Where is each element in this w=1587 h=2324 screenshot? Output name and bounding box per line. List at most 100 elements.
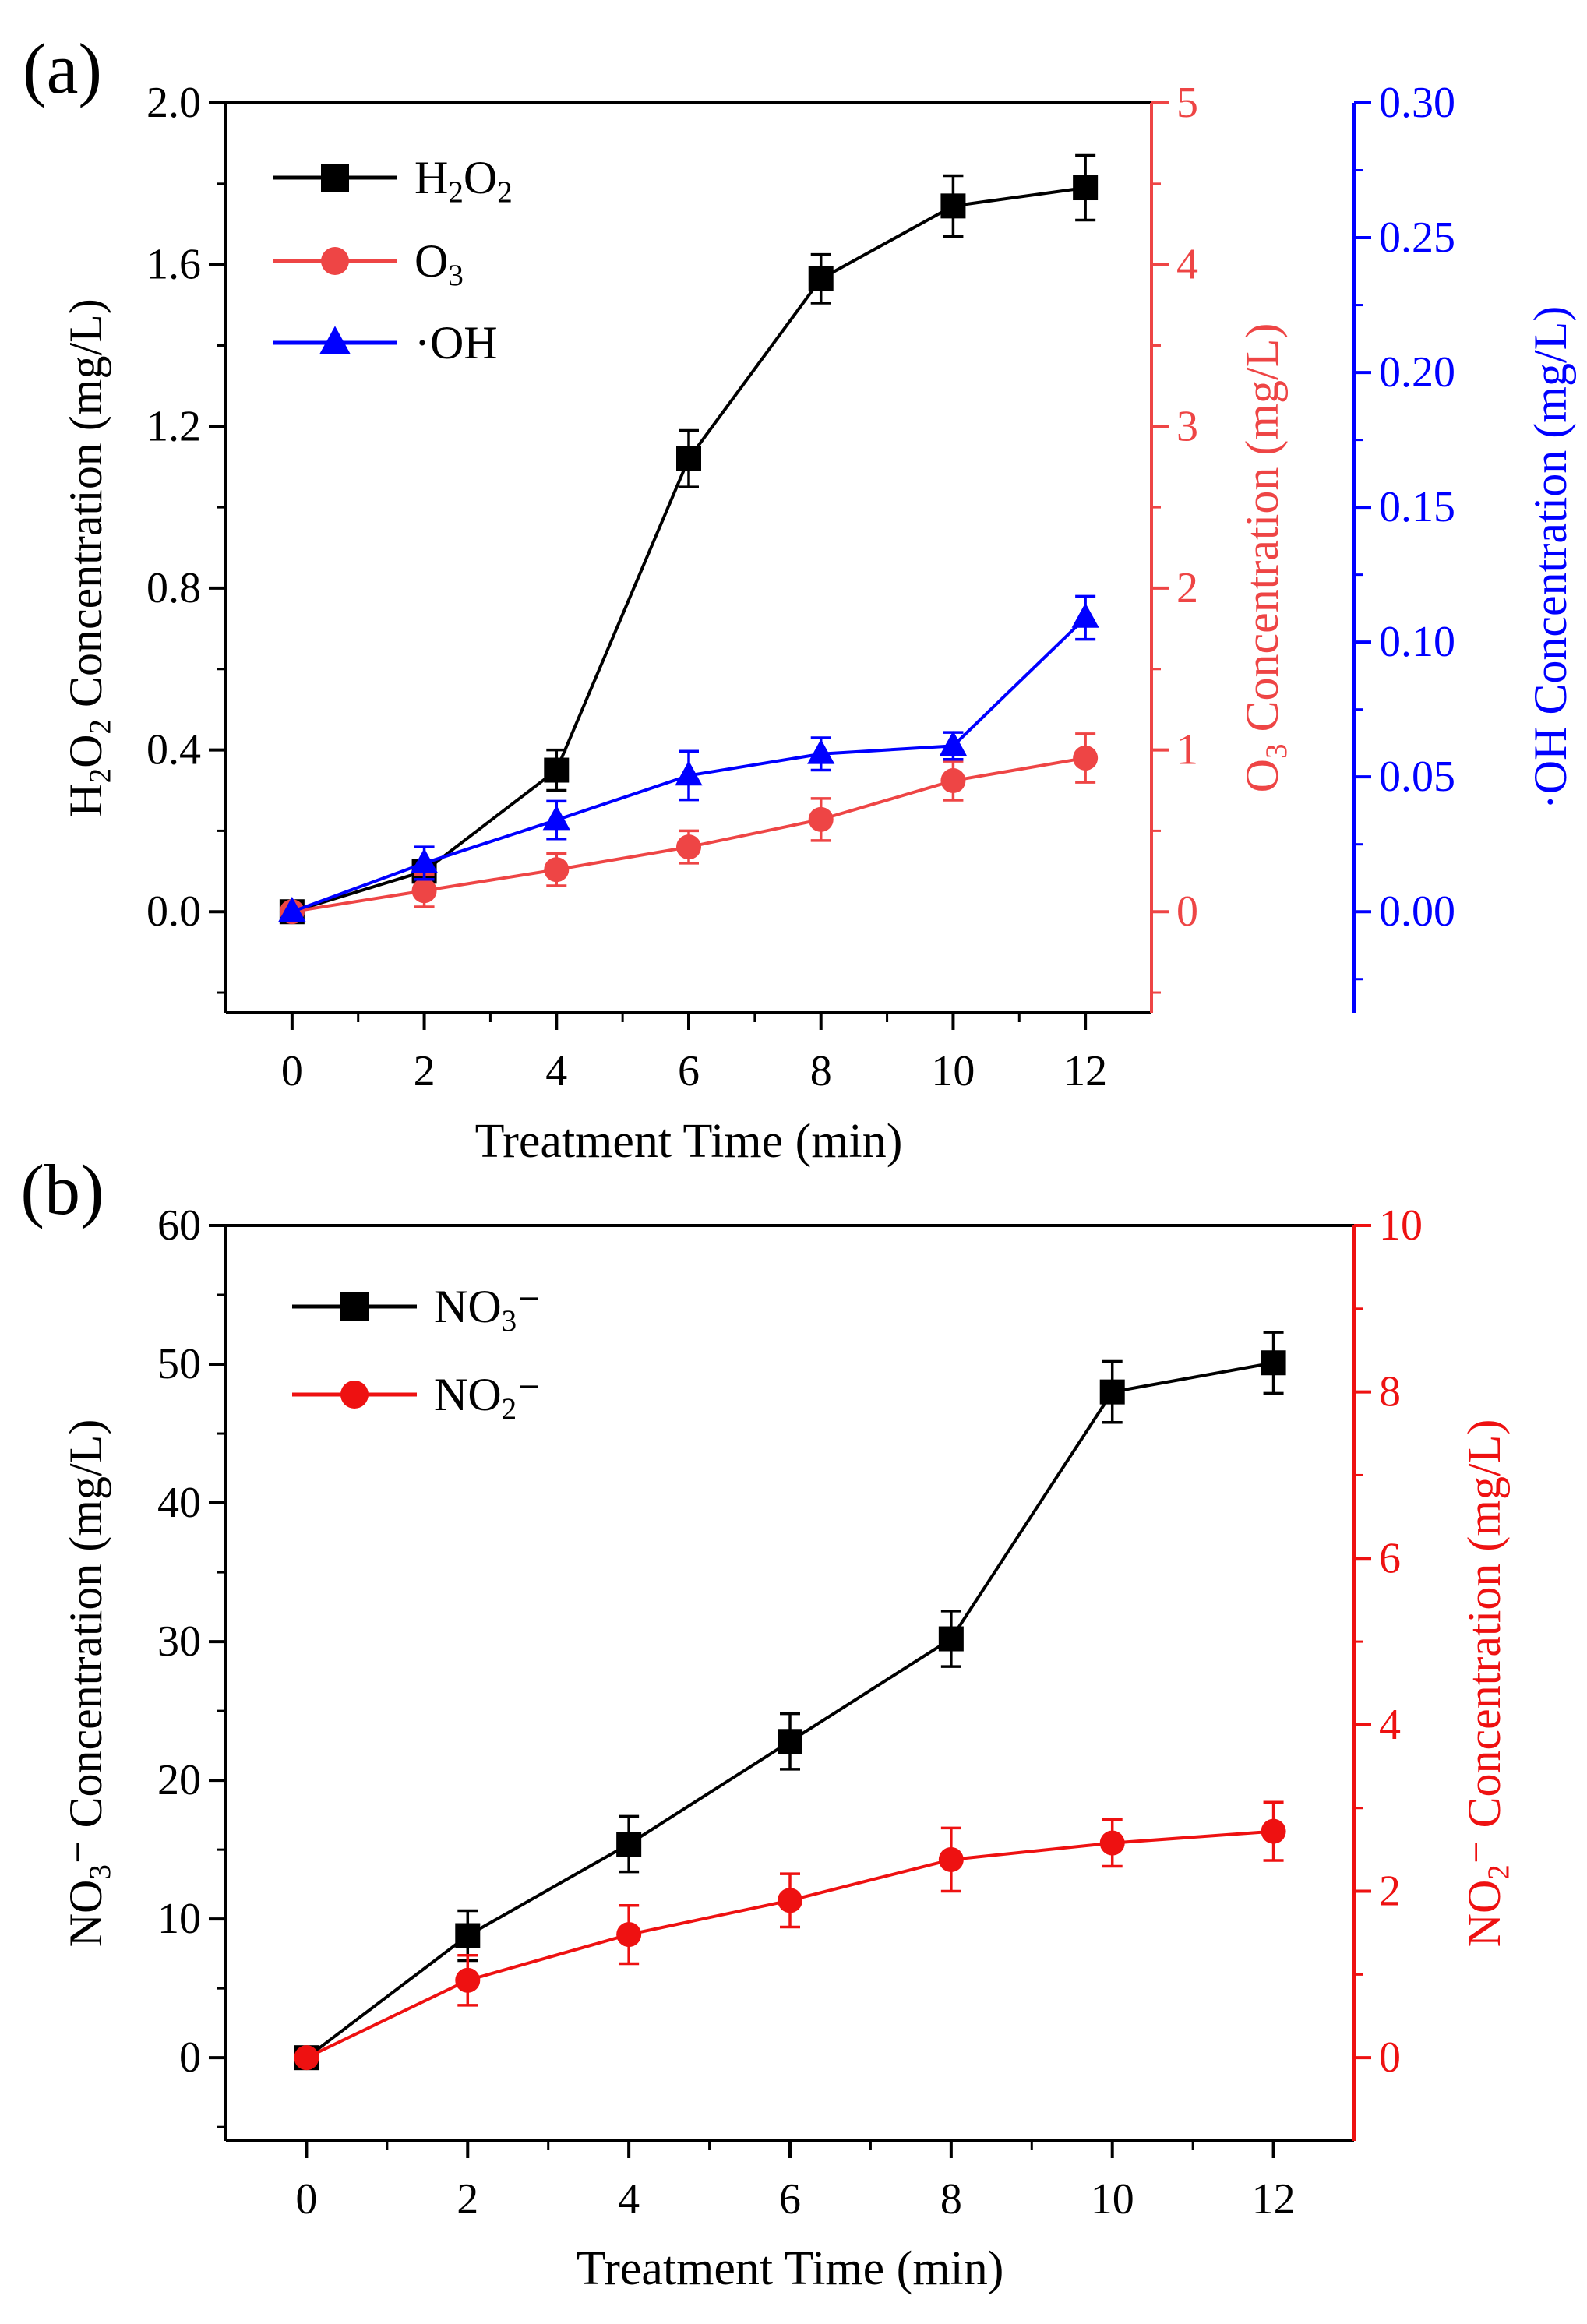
legend-label: ·OH [414, 317, 498, 369]
data-point [675, 760, 703, 786]
data-point [938, 1846, 964, 1872]
series-·OH [278, 594, 1099, 922]
x-tick-label: 0 [281, 1047, 303, 1095]
data-point [1073, 745, 1099, 771]
x-tick-label: 12 [1063, 1047, 1107, 1095]
data-point [410, 848, 439, 873]
data-point [544, 757, 570, 783]
label-part: ⁻ [517, 1281, 541, 1332]
y-tick-label-right1: 2 [1176, 564, 1198, 612]
y-tick-label-left: 1.6 [146, 241, 201, 289]
data-point [616, 1832, 642, 1857]
legend-item: NO3⁻ [292, 1281, 541, 1338]
label-part: ·OH Concentration (mg/L) [1525, 306, 1576, 810]
data-point [1099, 1379, 1125, 1405]
label-part: ⁻ Concentration (mg/L) [60, 1419, 111, 1865]
y-tick-label-right2: 0.20 [1379, 348, 1455, 397]
data-point [1073, 175, 1099, 201]
series-line [305, 1361, 1274, 2059]
y-tick-label-left: 10 [157, 1895, 201, 1943]
y-tick-label-right2: 0.30 [1379, 79, 1455, 127]
legend-item: ·OH [273, 317, 498, 369]
y-tick-label-left: 1.2 [146, 402, 201, 450]
data-point [778, 1888, 802, 1913]
label-part: Concentration (mg/L) [60, 298, 111, 719]
panel-label: (b) [20, 1150, 104, 1229]
data-point [278, 897, 306, 922]
x-axis-title: Treatment Time (min) [475, 1115, 903, 1168]
y-tick-label-right1: 8 [1379, 1368, 1401, 1416]
y-tick-label-right1: 3 [1176, 402, 1198, 450]
label-part: ⁻ Concentration (mg/L) [1458, 1419, 1510, 1865]
data-point [542, 805, 570, 831]
y-tick-label-right1: 10 [1379, 1201, 1423, 1250]
series-NO2⁻ [294, 1800, 1286, 2071]
label-part: NO [434, 1369, 502, 1420]
data-point [1261, 1818, 1286, 1844]
x-tick-label: 8 [940, 2175, 962, 2223]
data-point [455, 1967, 481, 1993]
y-tick-label-right2: 0.00 [1379, 887, 1455, 936]
series-H2O2 [279, 153, 1099, 925]
legend-item: NO2⁻ [292, 1369, 541, 1426]
data-point [807, 739, 835, 764]
y-tick-label-left: 2.0 [146, 79, 201, 127]
legend-item: H2O2 [273, 152, 513, 209]
series-NO3⁻ [294, 1331, 1286, 2071]
data-point [940, 193, 966, 219]
label-part: ·OH [414, 317, 498, 369]
panel-label: (a) [23, 29, 102, 108]
legend-label: NO3⁻ [434, 1281, 541, 1338]
subscript-part: 2 [497, 175, 513, 209]
data-point [411, 878, 437, 904]
data-point [676, 834, 701, 860]
label-part: O [60, 735, 111, 768]
data-point [455, 1923, 481, 1948]
subscript-part: 3 [1260, 744, 1293, 760]
label-part: ⁻ [517, 1369, 541, 1420]
subscript-part: 2 [502, 1392, 517, 1426]
x-tick-label: 12 [1252, 2175, 1296, 2223]
y-tick-label-left: 40 [157, 1479, 201, 1527]
data-point [1261, 1350, 1286, 1376]
y-tick-label-left: 0.4 [146, 726, 201, 774]
y-tick-label-left: 50 [157, 1340, 201, 1388]
legend-label: H2O2 [414, 152, 513, 209]
data-point [616, 1922, 642, 1948]
y-tick-label-left: 0.0 [146, 887, 201, 936]
label-part: O [1236, 759, 1288, 792]
x-tick-label: 6 [678, 1047, 700, 1095]
subscript-part: 2 [448, 175, 464, 209]
data-point [1071, 602, 1099, 628]
label-part: H [60, 783, 111, 816]
label-part: H [414, 152, 448, 203]
y-tick-label-left: 60 [157, 1201, 201, 1250]
x-tick-label: 10 [931, 1047, 975, 1095]
data-point [938, 1626, 964, 1652]
y-tick-label-right1: 4 [1176, 241, 1198, 289]
y-tick-label-right1: 0 [1379, 2033, 1401, 2082]
x-axis-title: Treatment Time (min) [577, 2242, 1004, 2295]
y-tick-label-left: 20 [157, 1756, 201, 1804]
legend-marker [321, 247, 349, 275]
legend-marker [340, 1292, 369, 1321]
y-axis-title-left: H2O2 Concentration (mg/L) [60, 298, 117, 817]
legend-item: O3 [273, 235, 464, 292]
x-tick-label: 4 [545, 1047, 567, 1095]
y-axis-title-right1: NO2⁻ Concentration (mg/L) [1458, 1419, 1515, 1948]
legend-marker [340, 1381, 369, 1409]
y-tick-label-left: 0.8 [146, 564, 201, 612]
subscript-part: 2 [1482, 1864, 1515, 1880]
x-tick-label: 2 [457, 2175, 478, 2223]
label-part: NO [1458, 1880, 1510, 1948]
y-axis-title-right2: ·OH Concentration (mg/L) [1525, 306, 1576, 810]
label-part: NO [60, 1880, 111, 1948]
x-tick-label: 6 [779, 2175, 801, 2223]
data-point [808, 806, 834, 832]
y-tick-label-right2: 0.25 [1379, 213, 1455, 262]
label-part: O [464, 152, 497, 203]
data-point [1099, 1830, 1125, 1856]
y-tick-label-left: 0 [179, 2033, 201, 2082]
